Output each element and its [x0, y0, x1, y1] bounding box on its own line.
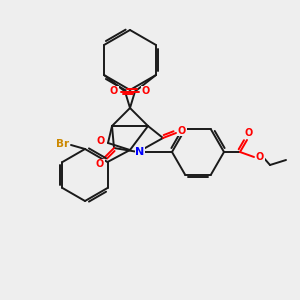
- Text: O: O: [142, 86, 150, 97]
- Text: O: O: [96, 159, 104, 169]
- Text: O: O: [110, 86, 118, 97]
- Text: N: N: [135, 147, 145, 157]
- Text: O: O: [245, 128, 253, 138]
- Text: O: O: [256, 152, 264, 162]
- Text: O: O: [178, 126, 186, 136]
- Text: O: O: [97, 136, 105, 146]
- Text: Br: Br: [56, 139, 70, 149]
